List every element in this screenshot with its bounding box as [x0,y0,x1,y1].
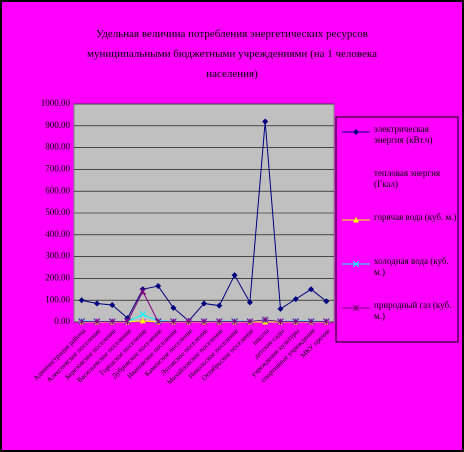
chart-title: Удельная величина потребления энергетиче… [87,28,377,80]
marker [154,318,162,325]
y-tick-label: 400.00 [45,229,70,239]
legend-label: горячая вода (куб. м.) [374,212,457,222]
marker [292,296,299,303]
marker [262,118,269,125]
legend-label: природный газ (куб. м.) [374,300,452,321]
marker [124,318,131,325]
marker [216,302,223,309]
marker [322,318,330,325]
marker [139,311,147,318]
marker [277,318,284,325]
marker [201,300,207,307]
marker [307,318,315,325]
marker [139,288,147,295]
legend-label: холодная вода (куб. м.) [374,256,449,277]
y-tick-label: 300.00 [45,251,70,261]
legend-box [335,116,459,343]
marker [215,318,223,325]
marker [231,272,238,279]
marker [109,301,116,308]
marker [78,318,86,325]
marker [78,297,85,304]
marker [277,305,284,312]
marker [292,318,300,325]
marker [170,304,177,311]
y-tick-label: 600.00 [45,185,70,195]
y-tick-label: 800.00 [45,142,70,152]
legend-label: тепловая энергия (Гкал) [374,168,441,189]
y-tick-label: 100.00 [45,294,70,304]
y-tick-label: 700.00 [45,163,70,173]
marker [185,318,193,325]
marker [231,318,238,325]
legend-label: электрическая энергия (кВт.ч) [374,124,433,145]
marker [352,260,360,268]
marker [246,299,253,306]
marker [170,318,177,325]
marker [353,173,359,179]
marker [139,317,146,324]
marker [93,318,101,325]
y-tick-label: 0.00 [54,316,70,326]
marker [323,298,330,305]
marker [200,318,208,325]
marker [93,300,100,307]
marker [308,286,315,293]
marker [246,318,254,325]
marker [352,304,360,312]
marker [108,318,116,325]
y-tick-label: 500.00 [45,207,70,217]
y-tick-label: 900.00 [45,120,70,130]
marker [155,283,162,290]
marker [353,129,359,135]
marker [261,316,269,324]
y-tick-label: 200.00 [45,272,70,282]
marker [353,217,359,223]
y-tick-label: 1000.00 [41,98,71,108]
